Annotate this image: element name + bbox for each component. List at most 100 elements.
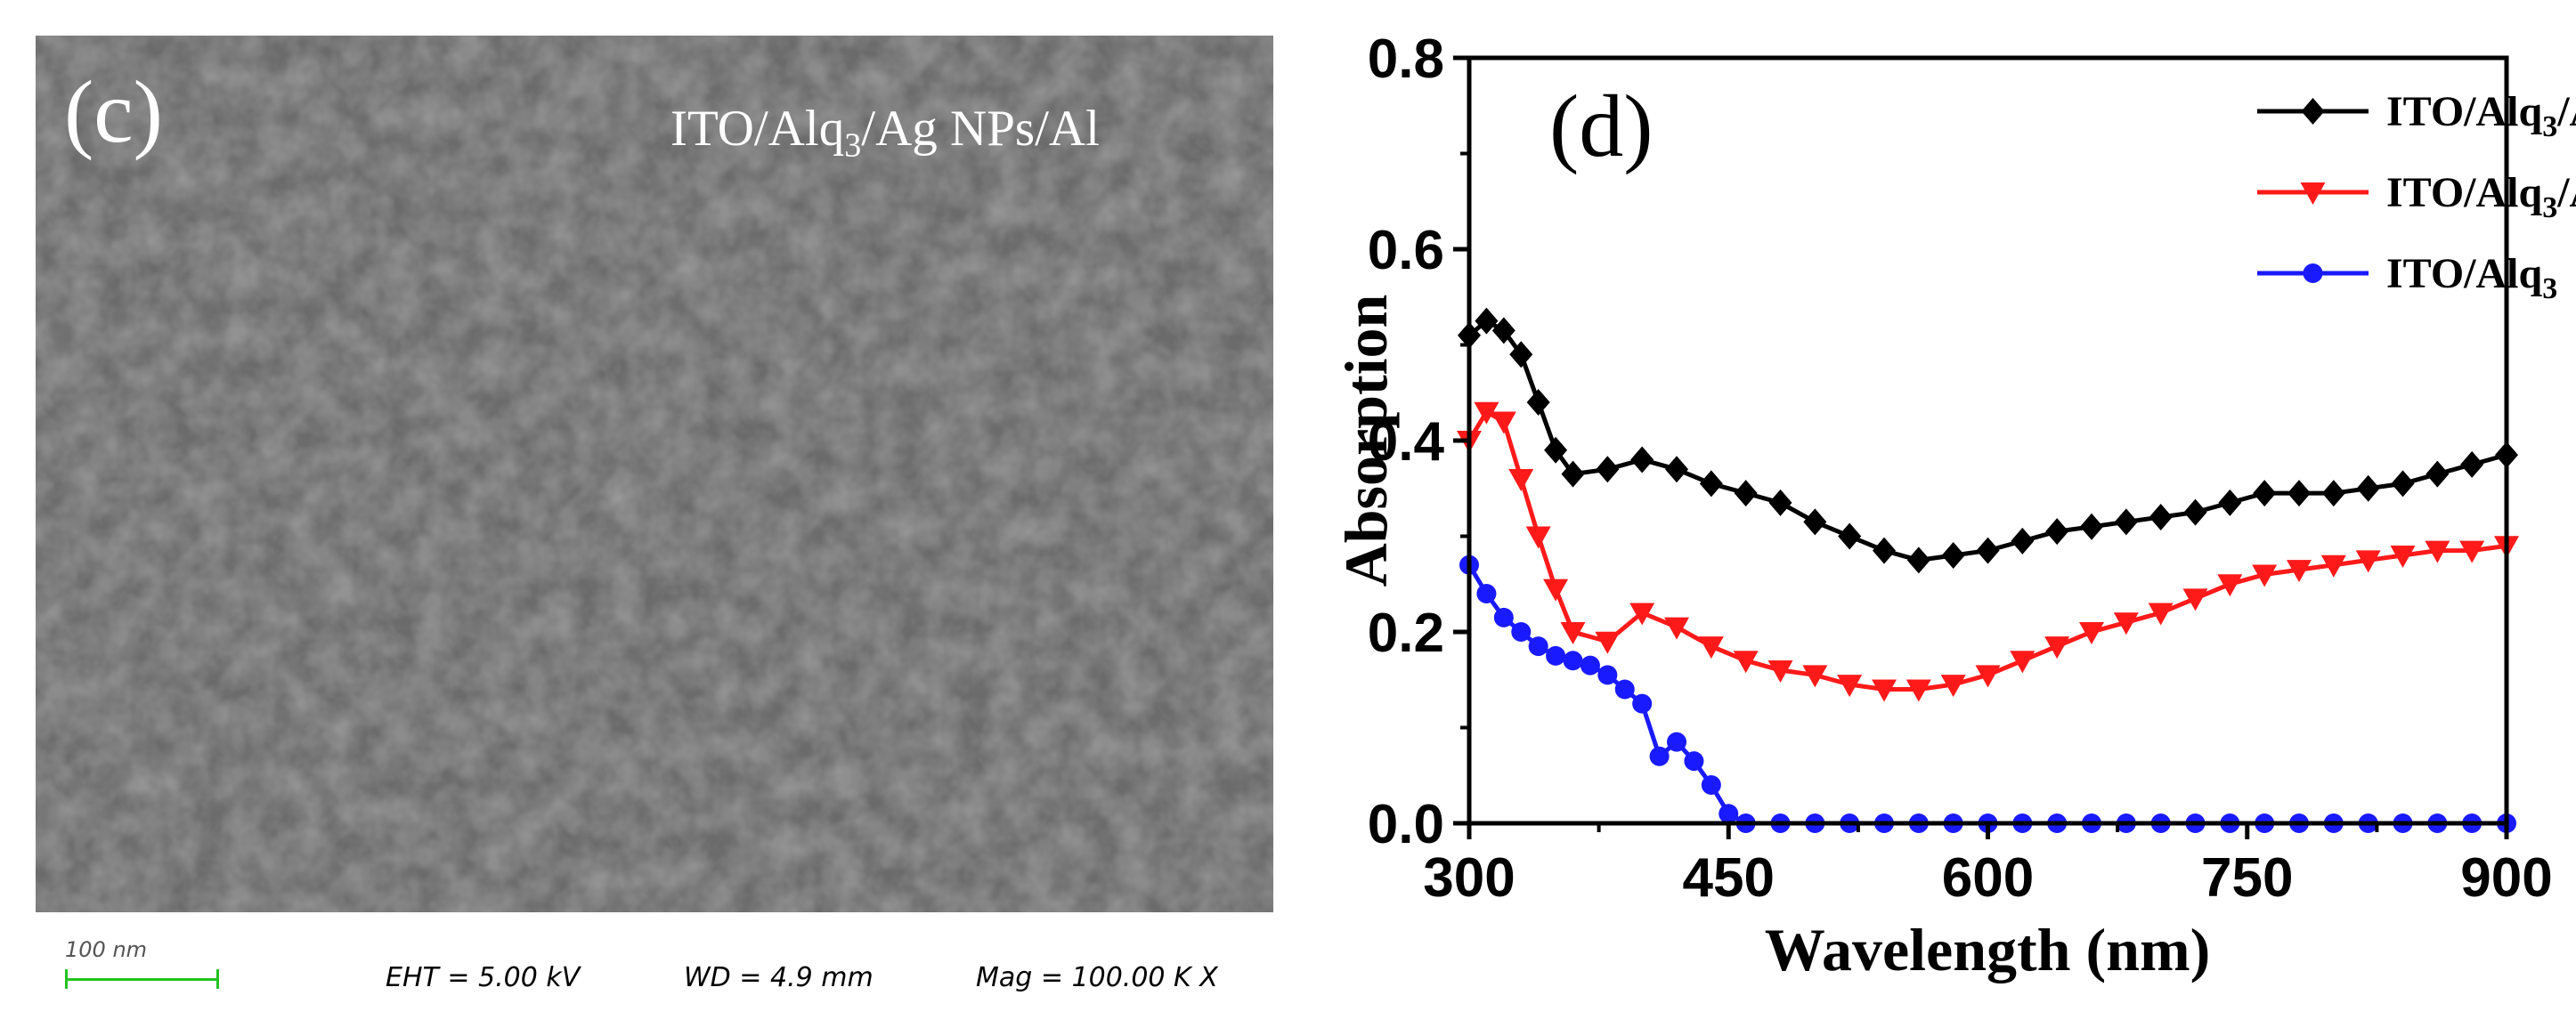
y-tick-label: 0.8 xyxy=(1368,28,1444,90)
data-point xyxy=(2044,636,2070,660)
data-point xyxy=(2149,504,2173,530)
sem-title-subscript: 3 xyxy=(844,126,862,165)
data-point xyxy=(2045,518,2069,546)
sem-sample-title: ITO/Alq3/Ag NPs/Al xyxy=(670,103,1100,162)
legend-entry: ITO/Alq3/Ag NPs/Al xyxy=(2257,88,2576,143)
data-point xyxy=(2391,470,2415,498)
data-point xyxy=(1698,636,1724,660)
data-point xyxy=(1528,636,1548,657)
data-point xyxy=(1508,469,1534,491)
data-point xyxy=(1767,660,1793,683)
data-point xyxy=(1493,607,1514,627)
data-point xyxy=(1596,456,1620,483)
legend-marker xyxy=(2301,98,2325,125)
data-point xyxy=(1667,732,1686,752)
legend-entry: ITO/Alq3 xyxy=(2257,250,2557,305)
legend-label: ITO/Alq3/Ag NPs/Al xyxy=(2386,88,2576,143)
data-point xyxy=(1906,546,1930,574)
data-point xyxy=(1580,655,1600,676)
data-point xyxy=(2287,560,2312,583)
series-line xyxy=(1467,318,2507,563)
data-point xyxy=(1837,675,1863,698)
data-point xyxy=(1940,675,1966,698)
sem-title-prefix: ITO/Alq xyxy=(670,101,845,157)
data-point xyxy=(1474,401,1499,425)
x-tick-label: 450 xyxy=(1683,847,1775,909)
legend-marker xyxy=(2303,263,2323,283)
data-point xyxy=(1595,631,1621,654)
scale-bar-label: 100 nm xyxy=(65,937,148,962)
data-point xyxy=(1546,645,1566,666)
y-tick-label: 0.2 xyxy=(1368,603,1444,664)
data-point xyxy=(1544,436,1568,464)
data-point xyxy=(1614,679,1635,700)
data-point xyxy=(1684,751,1704,772)
data-point xyxy=(2320,554,2346,578)
data-point xyxy=(1491,317,1516,344)
data-point xyxy=(1476,584,1497,603)
data-point xyxy=(1475,307,1499,335)
panel-label-d: (d) xyxy=(1549,77,1654,175)
data-point xyxy=(1491,411,1516,434)
data-point xyxy=(2459,540,2485,563)
data-point xyxy=(1649,746,1670,766)
data-point xyxy=(2080,513,2103,540)
data-point xyxy=(2252,564,2278,587)
y-tick-label: 0.4 xyxy=(1368,411,1445,473)
data-point xyxy=(1873,537,1896,564)
legend-label: ITO/Alq3/Al xyxy=(2386,169,2576,224)
x-tick-label: 900 xyxy=(2460,847,2552,909)
y-axis-title: Absorption xyxy=(1332,295,1400,587)
data-point xyxy=(2321,480,2345,507)
series-2 xyxy=(1457,401,2519,702)
eht-readout: EHT = 5.00 kV xyxy=(386,962,581,993)
data-point xyxy=(2217,574,2243,597)
mag-readout: Mag = 100.00 K X xyxy=(976,962,1218,993)
data-point xyxy=(2356,474,2380,502)
data-point xyxy=(1543,579,1569,602)
y-tick-label: 0.6 xyxy=(1368,220,1444,281)
data-point xyxy=(1838,522,1862,550)
data-point xyxy=(2011,527,2035,554)
data-point xyxy=(1802,665,1828,688)
data-point xyxy=(1975,665,2001,688)
data-point xyxy=(1699,470,1723,498)
data-point xyxy=(2426,460,2450,488)
data-point xyxy=(2253,480,2277,507)
data-point xyxy=(1719,804,1739,824)
data-point xyxy=(1665,456,1688,483)
data-point xyxy=(1563,651,1583,671)
data-point xyxy=(2113,612,2139,635)
data-point xyxy=(2425,540,2450,563)
data-point xyxy=(1733,651,1759,674)
panel-label-c: (c) xyxy=(64,62,163,161)
data-point xyxy=(2182,588,2208,611)
data-point xyxy=(1734,480,1758,507)
series-line xyxy=(1467,409,2507,692)
data-point xyxy=(2288,480,2311,507)
data-point xyxy=(1664,617,1689,640)
sem-title-suffix: /Ag NPs/Al xyxy=(861,101,1100,157)
data-point xyxy=(2114,508,2138,536)
data-point xyxy=(1630,446,1654,473)
series-1 xyxy=(1458,307,2518,574)
data-point xyxy=(1597,665,1618,685)
x-tick-label: 300 xyxy=(1423,847,1515,909)
data-point xyxy=(1509,341,1533,368)
data-point xyxy=(2390,546,2416,568)
y-tick-label: 0.0 xyxy=(1368,794,1444,855)
data-point xyxy=(2183,498,2207,526)
data-point xyxy=(2010,651,2036,674)
x-tick-label: 750 xyxy=(2201,847,2293,909)
data-point xyxy=(1768,489,1792,516)
x-tick-label: 600 xyxy=(1942,847,2034,909)
data-point xyxy=(1525,526,1551,549)
data-point xyxy=(1701,775,1721,795)
series-3 xyxy=(1459,554,2516,833)
legend-entry: ITO/Alq3/Al xyxy=(2257,169,2576,224)
absorption-chart: 300 450 600 750 900 0.0 0.2 0.4 0.6 0.8 Wavelengt… xyxy=(1332,28,2576,983)
data-point xyxy=(2460,450,2484,478)
data-point xyxy=(1561,460,1585,488)
data-point xyxy=(2355,550,2381,573)
x-axis-title: Wavelength (nm) xyxy=(1765,916,2211,983)
